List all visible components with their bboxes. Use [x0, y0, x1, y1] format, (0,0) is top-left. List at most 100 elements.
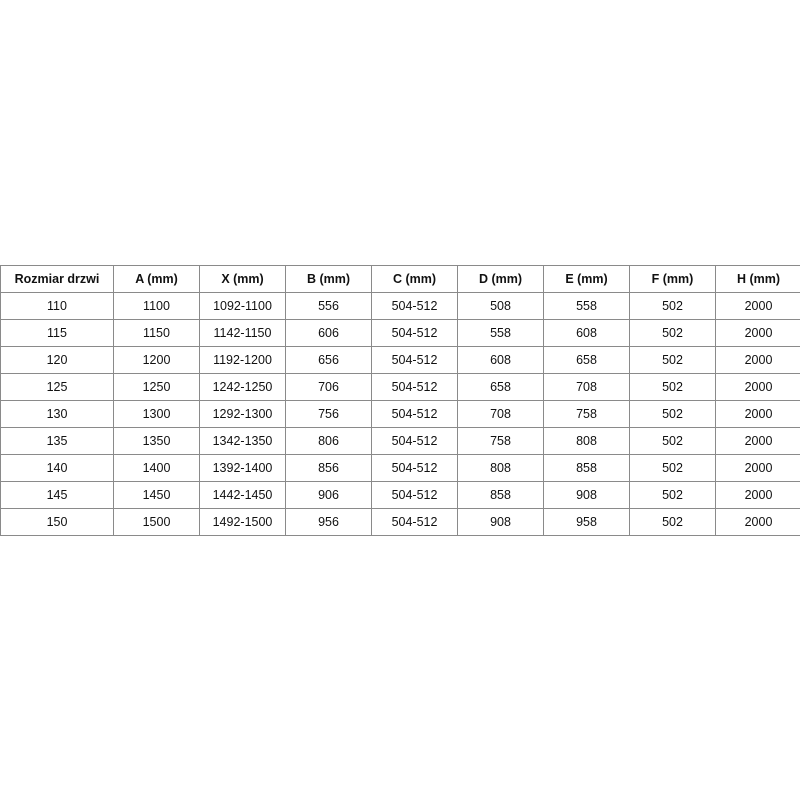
table-cell: 504-512 — [371, 508, 458, 536]
table-cell: 2000 — [715, 400, 800, 428]
column-header: B (mm) — [285, 265, 372, 293]
table-cell: 956 — [285, 508, 372, 536]
table-cell: 2000 — [715, 373, 800, 401]
table-cell: 502 — [629, 400, 716, 428]
table-cell: 658 — [543, 346, 630, 374]
table-cell: 1492-1500 — [199, 508, 286, 536]
table-cell: 508 — [457, 292, 544, 320]
column-header: A (mm) — [113, 265, 200, 293]
table-cell: 2000 — [715, 481, 800, 509]
table-cell: 1250 — [113, 373, 200, 401]
table-cell: 1200 — [113, 346, 200, 374]
table-cell: 2000 — [715, 346, 800, 374]
table-cell: 906 — [285, 481, 372, 509]
table-cell: 856 — [285, 454, 372, 482]
table-cell: 558 — [457, 319, 544, 347]
table-cell: 502 — [629, 292, 716, 320]
table-cell: 1100 — [113, 292, 200, 320]
table-cell: 504-512 — [371, 346, 458, 374]
table-row: 130 1300 1292-1300 756 504-512 708 758 502 2000 — [0, 400, 800, 428]
table-cell: 504-512 — [371, 373, 458, 401]
table-cell: 150 — [0, 508, 114, 536]
table-cell: 2000 — [715, 508, 800, 536]
table-cell: 1500 — [113, 508, 200, 536]
table-cell: 502 — [629, 427, 716, 455]
table-cell: 1350 — [113, 427, 200, 455]
table-cell: 502 — [629, 346, 716, 374]
column-header: Rozmiar drzwi — [0, 265, 114, 293]
table-cell: 1142-1150 — [199, 319, 286, 347]
table-cell: 2000 — [715, 292, 800, 320]
table-cell: 808 — [543, 427, 630, 455]
table-cell: 115 — [0, 319, 114, 347]
table-cell: 1192-1200 — [199, 346, 286, 374]
table-cell: 135 — [0, 427, 114, 455]
table-cell: 758 — [457, 427, 544, 455]
column-header: E (mm) — [543, 265, 630, 293]
table-cell: 908 — [457, 508, 544, 536]
table-cell: 504-512 — [371, 400, 458, 428]
table-cell: 1400 — [113, 454, 200, 482]
table-cell: 756 — [285, 400, 372, 428]
table-cell: 708 — [543, 373, 630, 401]
table-cell: 125 — [0, 373, 114, 401]
table-cell: 858 — [543, 454, 630, 482]
table-cell: 502 — [629, 319, 716, 347]
table-cell: 502 — [629, 373, 716, 401]
table-cell: 1150 — [113, 319, 200, 347]
table-row: 125 1250 1242-1250 706 504-512 658 708 502 2000 — [0, 373, 800, 401]
column-header: X (mm) — [199, 265, 286, 293]
table-cell: 110 — [0, 292, 114, 320]
table-cell: 504-512 — [371, 427, 458, 455]
table-cell: 130 — [0, 400, 114, 428]
column-header: C (mm) — [371, 265, 458, 293]
table-cell: 1450 — [113, 481, 200, 509]
table-cell: 504-512 — [371, 481, 458, 509]
table-cell: 1292-1300 — [199, 400, 286, 428]
table-cell: 806 — [285, 427, 372, 455]
table-cell: 758 — [543, 400, 630, 428]
table-row: 135 1350 1342-1350 806 504-512 758 808 502 2000 — [0, 427, 800, 455]
table-row: 115 1150 1142-1150 606 504-512 558 608 502 2000 — [0, 319, 800, 347]
table-cell: 1442-1450 — [199, 481, 286, 509]
dimensions-table: Rozmiar drzwi A (mm) X (mm) B (mm) C (mm) D (… — [0, 265, 800, 536]
table-cell: 1242-1250 — [199, 373, 286, 401]
table-cell: 706 — [285, 373, 372, 401]
table-cell: 120 — [0, 346, 114, 374]
table-cell: 608 — [457, 346, 544, 374]
table-cell: 145 — [0, 481, 114, 509]
table-cell: 502 — [629, 481, 716, 509]
table-cell: 502 — [629, 454, 716, 482]
table-cell: 858 — [457, 481, 544, 509]
table-cell: 708 — [457, 400, 544, 428]
table-cell: 556 — [285, 292, 372, 320]
table-row: 110 1100 1092-1100 556 504-512 508 558 502 2000 — [0, 292, 800, 320]
table-cell: 504-512 — [371, 319, 458, 347]
table-cell: 504-512 — [371, 292, 458, 320]
table-row: 120 1200 1192-1200 656 504-512 608 658 502 2000 — [0, 346, 800, 374]
table-cell: 808 — [457, 454, 544, 482]
table-cell: 1300 — [113, 400, 200, 428]
table-cell: 140 — [0, 454, 114, 482]
table-cell: 608 — [543, 319, 630, 347]
table-cell: 502 — [629, 508, 716, 536]
column-header: F (mm) — [629, 265, 716, 293]
table-row: 140 1400 1392-1400 856 504-512 808 858 502 2000 — [0, 454, 800, 482]
table-row: 150 1500 1492-1500 956 504-512 908 958 502 2000 — [0, 508, 800, 536]
table-cell: 958 — [543, 508, 630, 536]
column-header: D (mm) — [457, 265, 544, 293]
table-cell: 908 — [543, 481, 630, 509]
table-cell: 1342-1350 — [199, 427, 286, 455]
column-header: H (mm) — [715, 265, 800, 293]
table-cell: 658 — [457, 373, 544, 401]
table-cell: 2000 — [715, 319, 800, 347]
table-cell: 558 — [543, 292, 630, 320]
table-cell: 2000 — [715, 427, 800, 455]
table-cell: 1092-1100 — [199, 292, 286, 320]
table-cell: 2000 — [715, 454, 800, 482]
table-row: 145 1450 1442-1450 906 504-512 858 908 502 2000 — [0, 481, 800, 509]
table-cell: 504-512 — [371, 454, 458, 482]
table-cell: 1392-1400 — [199, 454, 286, 482]
table-cell: 606 — [285, 319, 372, 347]
table-cell: 656 — [285, 346, 372, 374]
